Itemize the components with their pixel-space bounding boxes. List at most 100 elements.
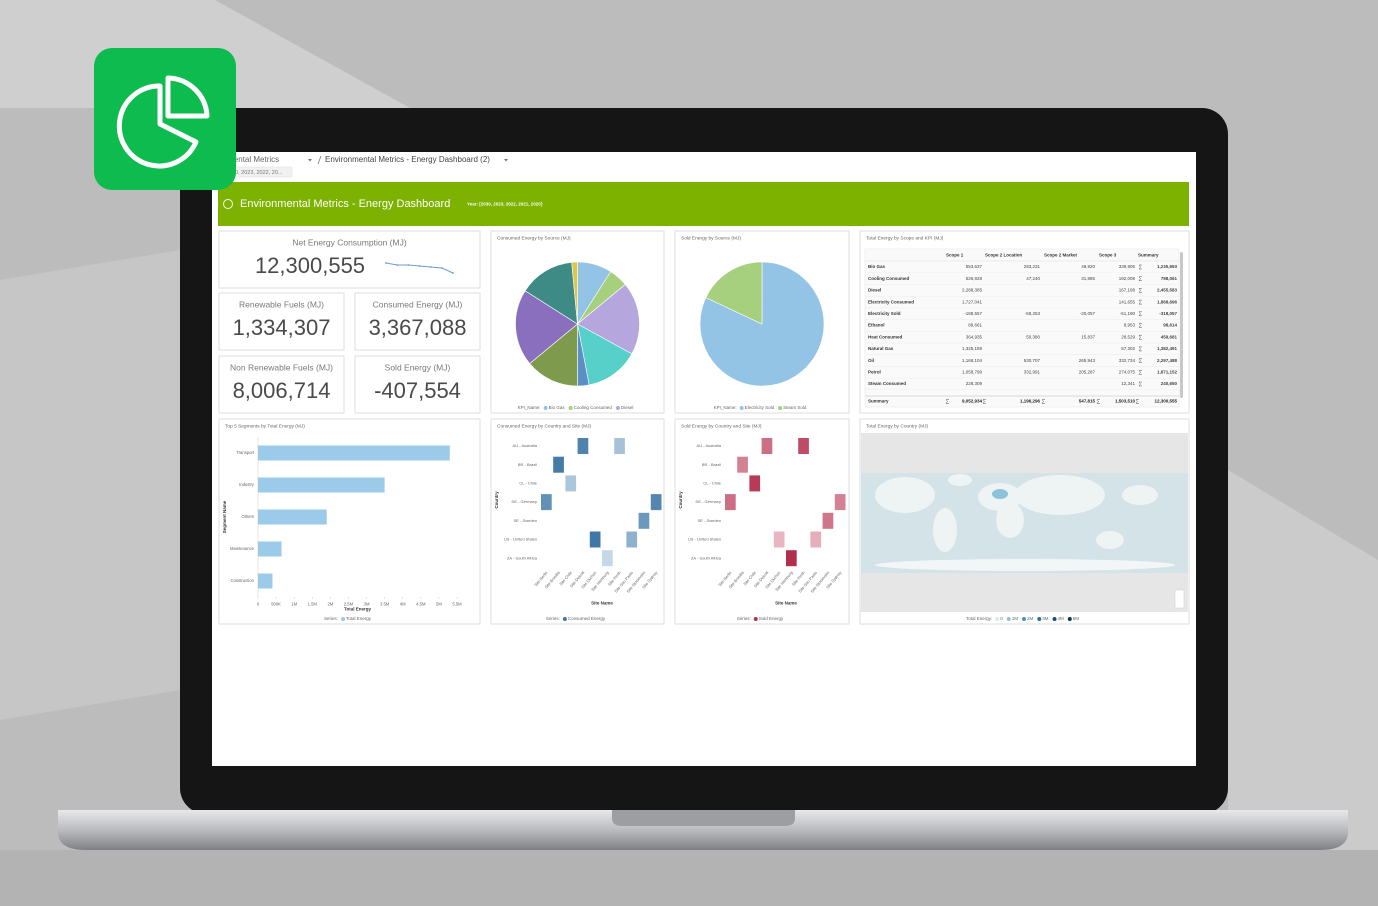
background-shape (0, 250, 180, 720)
table-cell: -58,253 (1025, 311, 1041, 316)
table-cell: 2,288,385 (962, 288, 983, 293)
legend-label: Cooling Consumed (574, 405, 613, 410)
y-axis-title: Country (678, 491, 683, 509)
chart-title: Sold Energy by Country and Site (MJ) (681, 423, 762, 429)
map-land (875, 559, 1175, 571)
table-cell: 12,300,555 (1154, 399, 1177, 404)
y-axis-title: Segment Name (222, 500, 227, 533)
row-label: Petrol (868, 369, 881, 374)
sum-icon (1138, 370, 1142, 375)
table-cell: 2,455,583 (1157, 288, 1178, 293)
legend-label: 5M (1073, 616, 1080, 621)
sum-icon (1096, 399, 1100, 404)
heat-cell (773, 531, 785, 548)
row-label: Summary (868, 399, 889, 404)
scrollbar (1180, 252, 1183, 398)
table-cell: 2,297,488 (1157, 358, 1178, 363)
table-cell: 98,614 (1163, 323, 1177, 328)
card (354, 355, 481, 414)
table-header: Scope 2 Market (1044, 253, 1078, 258)
bar (258, 445, 450, 461)
laptop-base (58, 810, 1348, 850)
legend-swatch (341, 617, 345, 621)
table-cell: 205,287 (1079, 369, 1096, 374)
table-cell: 48,920 (1081, 264, 1095, 269)
header-icon (223, 199, 233, 209)
table-cell: 1,235,693 (1157, 264, 1178, 269)
heat-cell (650, 494, 662, 511)
bar (258, 541, 282, 557)
table-cell: 1,325,189 (962, 346, 983, 351)
table-cell: -20,057 (1080, 311, 1096, 316)
heat-cell (822, 512, 834, 529)
x-tick-label: 2M (327, 602, 333, 607)
legend: Series: Total Energy (324, 616, 372, 621)
x-axis-title: Total Energy (344, 607, 371, 612)
legend-swatch (1037, 617, 1042, 621)
table-header: Summary (1138, 253, 1159, 258)
sum-icon (1138, 334, 1142, 340)
card (218, 292, 345, 351)
heat-cell (834, 494, 846, 511)
heat-cell (577, 438, 589, 454)
row-label: Steam Consumed (868, 381, 906, 386)
pie-slice (705, 261, 763, 325)
table-cell: -318,057 (1159, 311, 1177, 316)
heat-cell (565, 475, 577, 492)
app-icon (94, 48, 236, 190)
legend-swatch (1021, 617, 1026, 621)
kpi-value: 3,367,088 (369, 315, 467, 340)
table-cell: 553,637 (966, 264, 983, 269)
legend-title: Series: (324, 616, 338, 621)
legend-label: Electricity Sold (745, 405, 775, 410)
legend: KPI_Name: Electricity Sold Steam Sold (714, 405, 807, 410)
zoom-control[interactable] (1174, 589, 1185, 609)
y-tick-label: SE - Sweden (514, 518, 537, 523)
table-cell: 9,052,934 (962, 399, 983, 404)
icon-pie (116, 83, 199, 169)
legend-label: 3M (1042, 616, 1049, 621)
table-cell: 141,655 (1119, 299, 1136, 304)
row-label: Heat Consumed (868, 334, 903, 339)
heat-cell (626, 531, 638, 548)
table-cell: 1,727,041 (962, 299, 983, 304)
kpi-label: Non Renewable Fuels (MJ) (230, 362, 333, 372)
heat-cell (749, 475, 761, 492)
y-tick-label: DE - Germany (511, 499, 537, 504)
x-tick-label: 2.5M (344, 602, 354, 607)
table-cell: 1,871,152 (1157, 369, 1178, 374)
heat-cell (589, 531, 601, 548)
y-tick-label: DE - Germany (695, 499, 721, 504)
heat-cell (614, 438, 625, 454)
x-tick-label: 1M (291, 602, 297, 607)
y-tick-label: Others (241, 514, 254, 519)
legend-swatch (753, 617, 758, 621)
legend-swatch (568, 406, 573, 410)
legend-swatch (1067, 617, 1072, 621)
x-tick-label: 4M (400, 602, 406, 607)
map-land (933, 508, 957, 552)
table-bg (864, 248, 1180, 408)
table-header: Scope 3 (1099, 253, 1117, 258)
kpi-label: Renewable Fuels (MJ) (239, 299, 324, 309)
sum-icon (1138, 299, 1142, 305)
kpi-value: 8,006,714 (233, 378, 331, 403)
chart-title: Top 5 Segments by Total Energy (MJ) (225, 423, 305, 429)
card (354, 292, 481, 351)
table-cell: 1,868,696 (1157, 299, 1178, 304)
heat-cell (798, 438, 809, 454)
table-cell: 265,943 (1079, 358, 1096, 363)
kpi-value: 12,300,555 (255, 253, 365, 278)
chart-title: Total Energy by Country (MJ) (866, 423, 929, 429)
row-label: Electricity Consumed (868, 299, 914, 304)
legend-swatch (562, 617, 567, 621)
sum-icon (1135, 399, 1139, 404)
table-cell: 57,302 (1121, 346, 1135, 351)
pie-slice (524, 261, 578, 325)
table-title: Total Energy by Scope and KPI (MJ) (866, 235, 944, 241)
pie-slice (576, 284, 640, 355)
y-tick-label: US - United States (504, 537, 537, 542)
sum-icon (1138, 358, 1142, 363)
kpi-label: Net Energy Consumption (MJ) (292, 237, 406, 247)
